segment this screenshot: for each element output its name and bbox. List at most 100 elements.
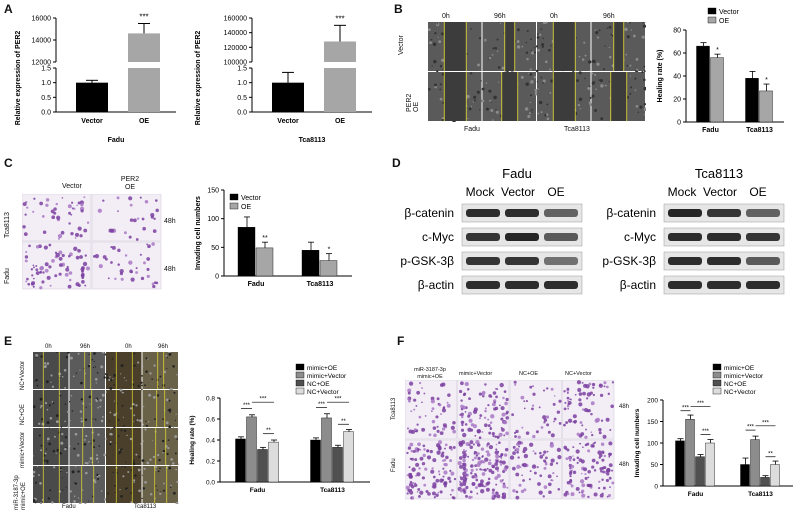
- stained-cell: [462, 450, 466, 455]
- stained-cell: [81, 276, 85, 280]
- cell-texture: [516, 40, 520, 44]
- cell-texture: [172, 365, 175, 368]
- stained-cell: [117, 263, 120, 266]
- cell-texture: [165, 398, 169, 402]
- stained-cell: [514, 383, 517, 386]
- stained-cell: [458, 480, 462, 484]
- y-tick-label: 0.5: [41, 95, 51, 102]
- stained-cell: [430, 399, 435, 404]
- stained-cell: [548, 490, 552, 495]
- stained-cell: [501, 428, 505, 432]
- cell-texture: [490, 108, 494, 113]
- stained-cell: [539, 474, 543, 478]
- cell-texture: [630, 86, 633, 89]
- stained-cell: [56, 215, 61, 220]
- cell-texture: [133, 481, 135, 483]
- cell-texture: [121, 404, 124, 407]
- scratch-image: [33, 390, 69, 427]
- legend-swatch: [707, 16, 717, 24]
- cell-texture: [120, 448, 123, 451]
- protein-label: c-Myc: [624, 230, 656, 244]
- stained-cell: [494, 462, 499, 466]
- cell-texture: [66, 410, 70, 413]
- stained-cell: [466, 387, 470, 391]
- stained-cell: [30, 268, 34, 271]
- stained-cell: [413, 483, 418, 488]
- cell-texture: [535, 45, 539, 48]
- stained-cell: [492, 391, 497, 395]
- stained-cell: [542, 415, 547, 420]
- significance-label: **: [266, 428, 271, 434]
- stained-cell: [523, 488, 527, 492]
- stained-cell: [608, 452, 612, 456]
- bar-vector: [237, 227, 256, 277]
- scratch-image: [106, 390, 142, 427]
- stained-cell: [459, 488, 464, 493]
- cell-texture: [537, 88, 539, 90]
- stained-cell: [139, 253, 142, 256]
- stained-cell: [39, 266, 44, 271]
- stained-cell: [447, 476, 451, 481]
- bar-oe: [710, 57, 724, 123]
- stained-cell: [476, 429, 481, 434]
- cell-texture: [542, 37, 544, 40]
- stained-cell: [495, 459, 499, 463]
- stained-cell: [479, 414, 483, 417]
- cell-texture: [107, 492, 110, 495]
- stained-cell: [146, 243, 148, 246]
- stained-cell: [435, 415, 439, 419]
- stained-cell: [31, 274, 34, 277]
- cell-texture: [40, 444, 43, 447]
- cell-texture: [146, 461, 150, 465]
- blot-band: [668, 233, 702, 241]
- stained-cell: [83, 228, 88, 233]
- stained-cell: [519, 466, 522, 468]
- stained-cell: [578, 491, 581, 494]
- stained-cell: [525, 400, 528, 403]
- stained-cell: [486, 452, 491, 457]
- stained-cell: [491, 432, 495, 436]
- cell-texture: [632, 34, 636, 38]
- stained-cell: [582, 391, 586, 396]
- cell-texture: [143, 467, 146, 470]
- stained-cell: [529, 385, 533, 389]
- stained-cell: [477, 456, 481, 461]
- stained-cell: [450, 471, 455, 476]
- stained-cell: [516, 464, 521, 469]
- time-label: 0h: [550, 13, 558, 20]
- panel-label-f: F: [397, 334, 405, 348]
- cell-texture: [52, 449, 56, 453]
- cell-texture: [94, 366, 97, 368]
- cell-texture: [155, 469, 157, 471]
- cell-texture: [174, 419, 176, 421]
- cell-texture: [592, 59, 596, 64]
- stained-cell: [110, 261, 113, 264]
- stained-cell: [486, 442, 490, 446]
- cell-texture: [536, 33, 539, 36]
- stained-cell: [486, 467, 489, 470]
- cell-texture: [109, 441, 112, 443]
- stained-cell: [499, 479, 504, 483]
- stained-cell: [24, 259, 28, 263]
- cell-texture: [85, 406, 87, 408]
- stained-cell: [39, 271, 42, 274]
- stained-cell: [599, 393, 604, 398]
- cell-texture: [114, 484, 117, 487]
- stained-cell: [575, 486, 580, 491]
- stained-cell: [603, 385, 606, 388]
- stained-cell: [543, 418, 548, 422]
- cell-texture: [99, 398, 102, 402]
- cell-texture: [64, 420, 66, 423]
- stained-cell: [462, 448, 465, 451]
- bar-nc-oe: [257, 449, 268, 483]
- stained-cell: [608, 463, 613, 468]
- x-tick-label: Fadu: [250, 487, 266, 494]
- blot-band: [746, 209, 780, 217]
- stained-cell: [601, 458, 605, 462]
- stained-cell: [565, 421, 569, 425]
- bar-oe-lower: [324, 68, 356, 112]
- y-tick-label: 0.0: [237, 110, 247, 117]
- stained-cell: [558, 422, 562, 425]
- stained-cell: [423, 448, 426, 451]
- stained-cell: [141, 217, 145, 221]
